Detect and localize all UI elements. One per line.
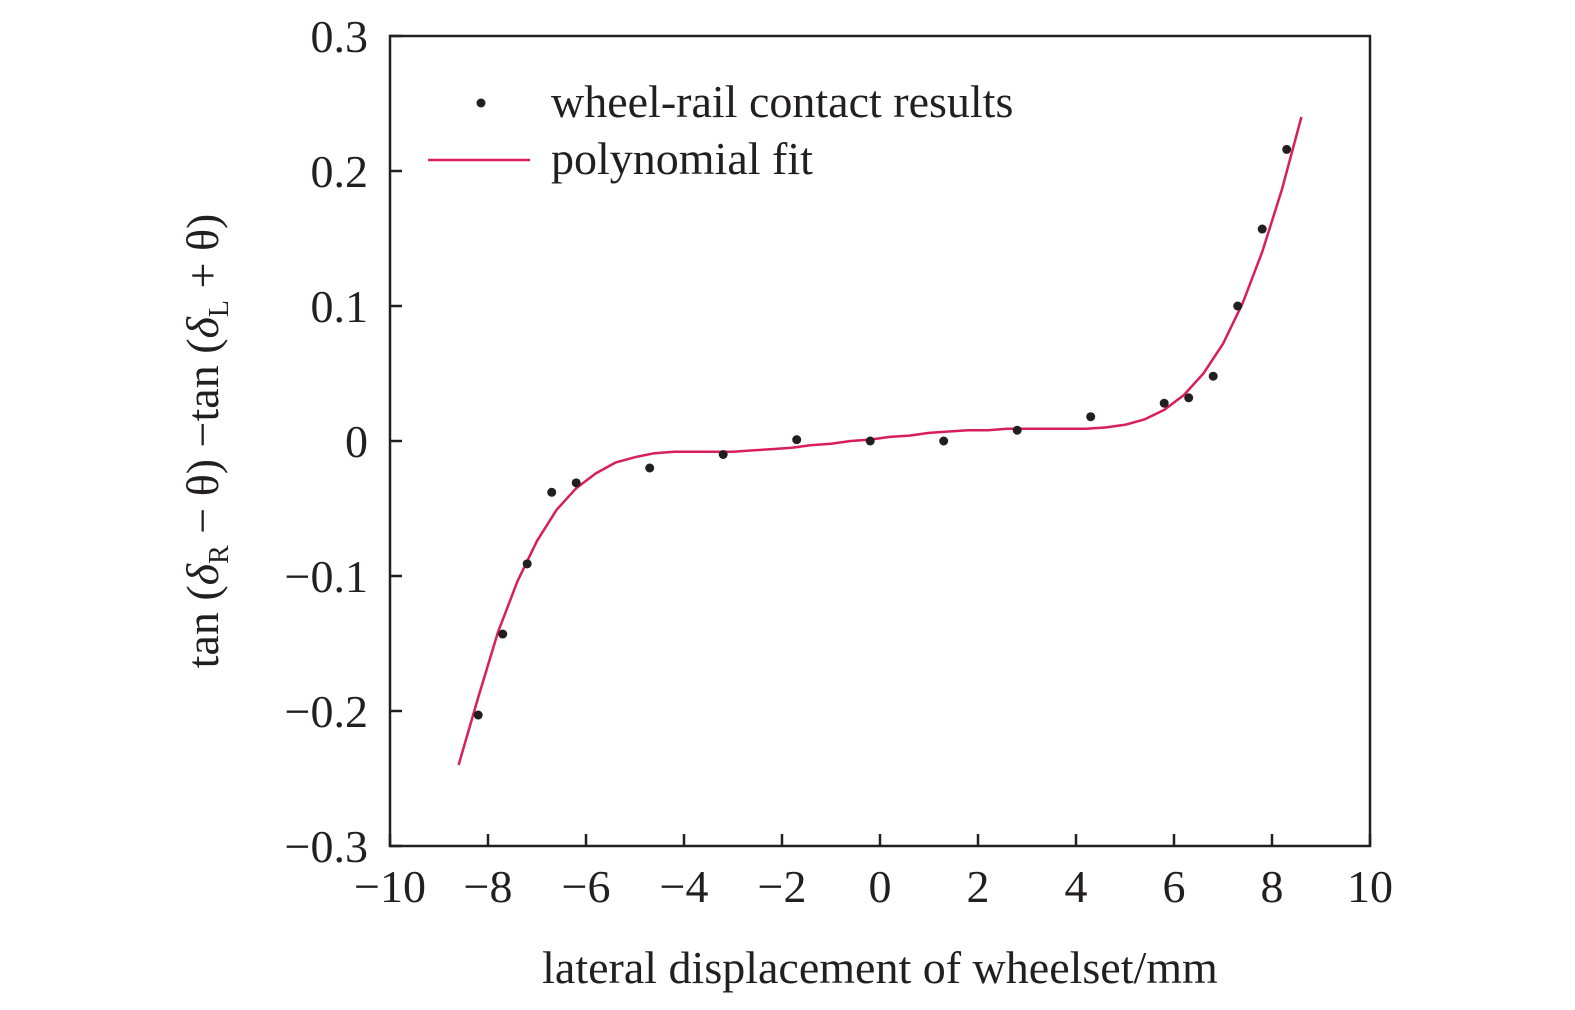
data-point bbox=[1282, 144, 1292, 154]
y-tick-label: 0.3 bbox=[311, 11, 369, 62]
y-title-sub-r: R bbox=[204, 545, 235, 564]
y-axis-title: tan (δR − θ) −tan (δL + θ) bbox=[177, 214, 235, 669]
legend: wheel-rail contact results polynomial fi… bbox=[428, 76, 1013, 184]
fit-line bbox=[457, 116, 1303, 766]
data-point bbox=[1208, 371, 1218, 381]
x-tick-label: −2 bbox=[758, 861, 807, 912]
data-point bbox=[522, 559, 532, 569]
x-axis-ticks: −10 −8 −6 −4 −2 0 2 4 6 8 10 bbox=[354, 834, 1393, 912]
y-title-delta-l: δ bbox=[177, 316, 228, 338]
data-point bbox=[547, 487, 557, 497]
data-point bbox=[473, 710, 483, 720]
data-point bbox=[645, 463, 655, 473]
y-tick-label: 0 bbox=[345, 416, 368, 467]
data-point bbox=[865, 436, 875, 446]
data-point bbox=[571, 478, 581, 488]
data-point bbox=[1257, 224, 1267, 234]
data-point bbox=[792, 435, 802, 445]
x-tick-label: 10 bbox=[1347, 861, 1393, 912]
data-point bbox=[1184, 393, 1194, 403]
data-point bbox=[1159, 398, 1169, 408]
data-point bbox=[1086, 412, 1096, 422]
y-title-delta-r: δ bbox=[177, 563, 228, 585]
x-tick-label: 4 bbox=[1065, 861, 1088, 912]
data-point bbox=[718, 450, 728, 459]
fit-line-layer bbox=[457, 116, 1303, 766]
y-tick-label: −0.2 bbox=[285, 686, 368, 737]
y-tick-label: −0.1 bbox=[285, 551, 368, 602]
x-tick-label: −6 bbox=[562, 861, 611, 912]
x-tick-label: 0 bbox=[869, 861, 892, 912]
y-tick-label: 0.1 bbox=[311, 281, 369, 332]
y-axis-ticks: −0.3 −0.2 −0.1 0 0.1 0.2 0.3 bbox=[285, 11, 402, 872]
y-title-mid: − θ) −tan ( bbox=[177, 338, 228, 545]
x-tick-label: −10 bbox=[354, 861, 426, 912]
data-point bbox=[1012, 425, 1022, 435]
x-tick-label: 8 bbox=[1261, 861, 1284, 912]
y-title-tan1: tan ( bbox=[177, 585, 228, 668]
y-title-end: + θ) bbox=[177, 214, 228, 300]
y-tick-label: 0.2 bbox=[311, 146, 369, 197]
data-point bbox=[939, 436, 949, 446]
x-axis-title: lateral displacement of wheelset/mm bbox=[542, 942, 1218, 993]
x-tick-label: 6 bbox=[1163, 861, 1186, 912]
legend-marker-points bbox=[476, 98, 486, 108]
data-points-layer bbox=[473, 144, 1292, 720]
legend-label-fit: polynomial fit bbox=[551, 133, 813, 184]
plot-frame bbox=[388, 34, 1372, 848]
x-tick-label: −8 bbox=[464, 861, 513, 912]
legend-label-points: wheel-rail contact results bbox=[551, 76, 1013, 127]
data-point bbox=[1233, 301, 1243, 311]
data-point bbox=[498, 629, 508, 639]
x-tick-label: −4 bbox=[660, 861, 709, 912]
y-title-sub-l: L bbox=[204, 300, 235, 317]
y-tick-label: −0.3 bbox=[285, 821, 368, 872]
x-tick-label: 2 bbox=[967, 861, 990, 912]
